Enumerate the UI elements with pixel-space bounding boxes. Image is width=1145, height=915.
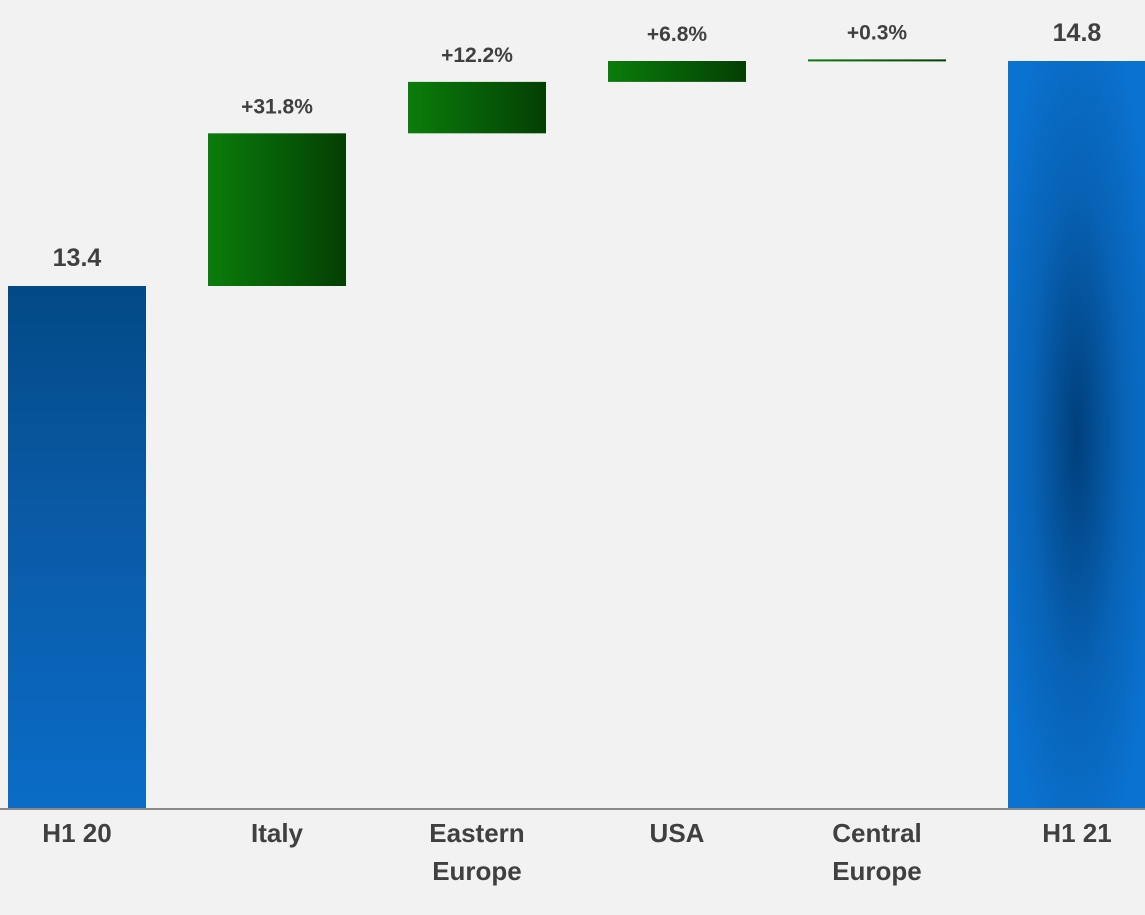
increase-bar-usa [608,61,746,82]
value-label-eastern-europe: +12.2% [441,44,513,67]
category-label-h1-21: H1 21 [1042,818,1111,848]
bars-group [8,59,1145,808]
value-label-h1-20: 13.4 [53,244,102,272]
category-label-eastern-europe: Eastern Europe [429,818,524,886]
category-label-central-europe: Central Europe [832,818,922,886]
value-label-italy: +31.8% [241,95,313,118]
increase-bar-central-europe [808,59,946,62]
value-label-central-europe: +0.3% [847,21,907,44]
category-label-usa: USA [650,818,705,848]
total-bar-h1-20 [8,286,146,808]
category-label-h1-20: H1 20 [42,818,111,848]
value-label-usa: +6.8% [647,23,707,46]
increase-bar-eastern-europe [408,81,546,134]
category-label-italy: Italy [251,818,304,848]
value-labels-group: 13.4 +31.8% +12.2% +6.8% +0.3% 14.8 [53,19,1102,272]
category-labels-group: H1 20 Italy Eastern Europe USA Central Europe H… [42,818,1111,886]
increase-bar-italy [208,133,346,286]
value-label-h1-21: 14.8 [1053,19,1102,47]
total-bar-h1-21 [1008,61,1145,808]
